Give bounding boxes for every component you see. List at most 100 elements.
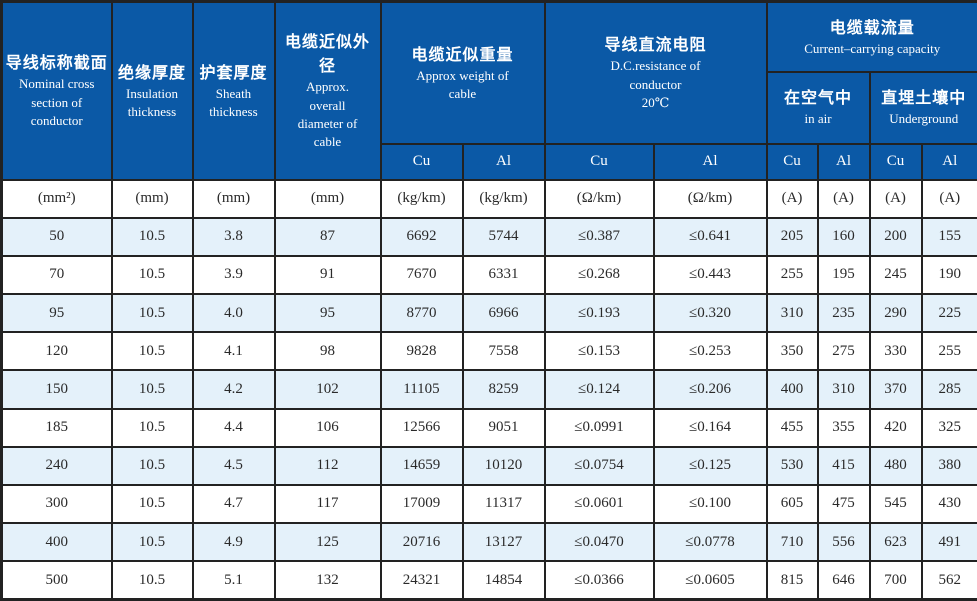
table-cell: 13127 (461, 522, 546, 563)
table-cell: 190 (920, 254, 977, 296)
table-cell: ≤0.443 (652, 254, 768, 296)
zh-label: 导线标称截面 (5, 53, 108, 73)
table-cell: 7670 (379, 254, 464, 296)
table-cell: 562 (920, 560, 977, 601)
header-material: Al (920, 142, 977, 181)
unit-cell: (kg/km) (461, 178, 546, 219)
table-cell: 8770 (379, 293, 464, 334)
table-cell: 545 (868, 483, 923, 525)
table-cell: 9828 (379, 331, 464, 372)
table-cell: 255 (765, 254, 819, 296)
header-in-air: 在空气中 in air (765, 70, 871, 145)
units-row: (mm²) (mm) (mm) (mm) (kg/km) (kg/km) (Ω/… (0, 178, 977, 219)
table-cell: 3.9 (191, 254, 276, 296)
table-cell: 330 (868, 331, 923, 372)
table-cell: ≤0.193 (543, 293, 655, 334)
table-cell: 205 (765, 216, 819, 257)
table-cell: 491 (920, 522, 977, 563)
table-cell: 400 (0, 522, 113, 563)
zh-label: 电缆载流量 (829, 17, 915, 37)
zh-label: 绝缘厚度 (117, 62, 186, 82)
table-cell: 530 (765, 445, 819, 486)
table-cell: 4.1 (191, 331, 276, 372)
zh-label: 直埋土壤中 (881, 88, 967, 108)
header-row-environment: 在空气中 in air 直埋土壤中 Underground (2, 70, 977, 145)
table-cell: 8259 (461, 369, 546, 410)
header-material: Cu (543, 142, 655, 181)
table-cell: 98 (273, 331, 382, 372)
table-row: 500 10.5 5.1 132 24321 14854 ≤0.0366 ≤0.0605 815… (0, 560, 977, 601)
table-cell: 420 (868, 407, 923, 448)
table-cell: 646 (816, 560, 871, 601)
table-cell: 700 (868, 560, 923, 601)
table-cell: 6692 (379, 216, 464, 257)
table-row: 95 10.5 4.0 95 8770 6966 ≤0.193 ≤0.320 310 235 290… (0, 293, 977, 334)
unit-cell: (A) (920, 178, 977, 219)
table-cell: 3.8 (191, 216, 276, 257)
header-insulation-thickness: 绝缘厚度 Insulation thickness (110, 0, 194, 181)
table-cell: 815 (765, 560, 819, 601)
table-cell: 17009 (379, 483, 464, 525)
table-cell: ≤0.124 (543, 369, 655, 410)
table-cell: 290 (868, 293, 923, 334)
table-cell: 10.5 (110, 560, 194, 601)
table-cell: 710 (765, 522, 819, 563)
header-row-materials: Cu Al Cu Al Cu Al Cu Al (2, 142, 977, 181)
table-row: 150 10.5 4.2 102 11105 8259 ≤0.124 ≤0.206 400 310… (0, 369, 977, 410)
table-cell: 10.5 (110, 407, 194, 448)
table-cell: ≤0.0366 (543, 560, 655, 601)
en-label: Sheath thickness (209, 85, 258, 119)
unit-cell: (mm²) (0, 178, 113, 219)
table-cell: 225 (920, 293, 977, 334)
table-cell: 6331 (461, 254, 546, 296)
table-cell: 117 (273, 483, 382, 525)
header-nominal-cross-section: 导线标称截面 Nominal cross section of conducto… (0, 0, 113, 181)
table-cell: 11317 (461, 483, 546, 525)
table-cell: 14854 (461, 560, 546, 601)
table-cell: 255 (920, 331, 977, 372)
zh-label: 电缆近似重量 (411, 44, 514, 64)
zh-label: 导线直流电阻 (604, 35, 707, 55)
table-row: 50 10.5 3.8 87 6692 5744 ≤0.387 ≤0.641 205 160 200… (0, 216, 977, 257)
table-cell: 120 (0, 331, 113, 372)
table-cell: 245 (868, 254, 923, 296)
header-material: Cu (868, 142, 923, 181)
table-row: 120 10.5 4.1 98 9828 7558 ≤0.153 ≤0.253 350 275 33… (0, 331, 977, 372)
table-cell: 5744 (461, 216, 546, 257)
header-underground: 直埋土壤中 Underground (868, 70, 977, 145)
table-row: 300 10.5 4.7 117 17009 11317 ≤0.0601 ≤0.100 605 4… (0, 483, 977, 525)
header-approx-weight: 电缆近似重量 Approx weight of cable (379, 0, 546, 145)
table-cell: 240 (0, 445, 113, 486)
table-cell: 10120 (461, 445, 546, 486)
table-cell: 500 (0, 560, 113, 601)
table-cell: ≤0.0605 (652, 560, 768, 601)
table-cell: 275 (816, 331, 871, 372)
table-cell: 4.0 (191, 293, 276, 334)
table-cell: 623 (868, 522, 923, 563)
table-cell: 10.5 (110, 369, 194, 410)
table-cell: ≤0.153 (543, 331, 655, 372)
table-cell: ≤0.641 (652, 216, 768, 257)
unit-cell: (mm) (110, 178, 194, 219)
zh-label: 护套厚度 (199, 62, 268, 82)
table-cell: ≤0.0991 (543, 407, 655, 448)
header-row-top: 导线标称截面 Nominal cross section of conducto… (0, 0, 977, 181)
table-cell: 195 (816, 254, 871, 296)
en-label: Approx weight of cable (416, 67, 509, 101)
zh-label: 在空气中 (783, 88, 852, 108)
table-cell: 10.5 (110, 483, 194, 525)
zh-label: 电缆近似外径 (284, 32, 370, 76)
table-cell: 310 (816, 369, 871, 410)
unit-cell: (mm) (191, 178, 276, 219)
table-cell: 70 (0, 254, 113, 296)
table-cell: 20716 (379, 522, 464, 563)
en-label: Underground (889, 111, 959, 127)
table-cell: 380 (920, 445, 977, 486)
table-cell: 7558 (461, 331, 546, 372)
table-cell: 106 (273, 407, 382, 448)
table-cell: 355 (816, 407, 871, 448)
table-cell: ≤0.0601 (543, 483, 655, 525)
table-cell: ≤0.0754 (543, 445, 655, 486)
table-cell: ≤0.0470 (543, 522, 655, 563)
